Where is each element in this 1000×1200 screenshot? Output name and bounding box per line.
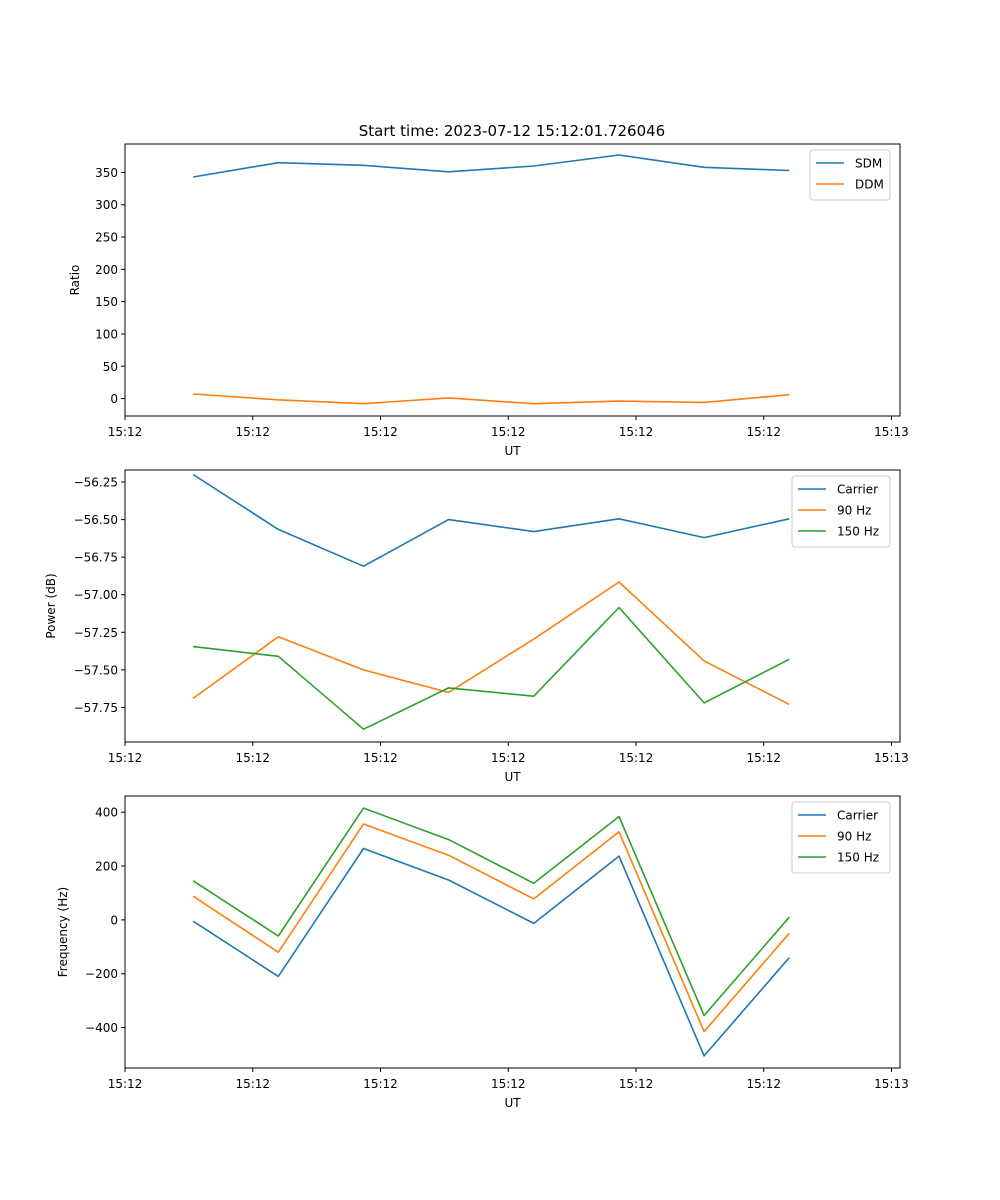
y-tick-label: −57.25 <box>74 626 118 640</box>
x-tick-label: 15:12 <box>746 751 781 765</box>
x-axis-label: UT <box>504 1096 521 1110</box>
x-tick-label: 15:12 <box>619 751 654 765</box>
y-tick-label: −57.75 <box>74 701 118 715</box>
legend-label: 90 Hz <box>837 504 871 518</box>
y-tick-label: −56.50 <box>74 513 118 527</box>
series-line-carrier <box>192 847 790 1057</box>
series-line-90-hz <box>192 823 790 1033</box>
x-tick-label: 15:12 <box>108 425 143 439</box>
series-line-ddm <box>193 393 790 405</box>
legend: SDM DDM <box>809 149 891 201</box>
y-tick-label: 200 <box>95 263 118 277</box>
y-tick-label: 300 <box>95 198 118 212</box>
y-tick-label: 350 <box>95 166 118 180</box>
plot-frame <box>124 795 901 1069</box>
x-tick-label: 15:12 <box>235 751 270 765</box>
y-tick-label: −56.75 <box>74 551 118 565</box>
y-tick-label: 200 <box>95 860 118 874</box>
legend-box <box>791 475 891 548</box>
y-tick-label: 100 <box>95 327 118 341</box>
x-tick-label: 15:13 <box>874 751 909 765</box>
x-tick-label: 15:12 <box>491 751 526 765</box>
figure-title: Start time: 2023-07-12 15:12:01.726046 <box>359 122 665 140</box>
legend-label: SDM <box>855 157 882 171</box>
x-tick-label: 15:12 <box>491 425 526 439</box>
x-tick-label: 15:12 <box>491 1077 526 1091</box>
legend-box <box>791 801 891 874</box>
y-axis-label: Frequency (Hz) <box>56 887 70 978</box>
plot-frame <box>124 143 901 417</box>
legend: Carrier 90 Hz 150 Hz <box>791 475 891 548</box>
series-line-carrier <box>192 473 790 568</box>
y-tick-label: 0 <box>110 913 118 927</box>
y-axis-label: Power (dB) <box>44 573 58 638</box>
legend-label: DDM <box>855 178 884 192</box>
x-tick-label: 15:12 <box>746 1077 781 1091</box>
chart-panel-3: −400 −200 0 200 400 15:12 15:12 15:12 15:12 15:12… <box>56 795 909 1110</box>
legend-label: 150 Hz <box>837 525 879 539</box>
x-tick-label: 15:12 <box>619 425 654 439</box>
x-tick-label: 15:12 <box>235 1077 270 1091</box>
x-tick-label: 15:12 <box>363 1077 398 1091</box>
y-tick-label: −57.00 <box>74 588 118 602</box>
chart-panel-2: −57.75 −57.50 −57.25 −57.00 −56.75 −56.50 −56.… <box>44 469 909 784</box>
legend-label: 90 Hz <box>837 830 871 844</box>
x-tick-label: 15:12 <box>363 751 398 765</box>
y-tick-label: 400 <box>95 806 118 820</box>
x-tick-label: 15:12 <box>108 751 143 765</box>
chart-panel-1: 0 50 100 150 200 250 300 350 15:12 15:12 15:12 15:1… <box>68 143 909 458</box>
series-line-90-hz <box>192 581 790 706</box>
x-tick-label: 15:13 <box>874 425 909 439</box>
series-line-150-hz <box>193 606 790 731</box>
legend-label: Carrier <box>837 483 878 497</box>
y-tick-label: −56.25 <box>74 476 118 490</box>
charts-container: 0 50 100 150 200 250 300 350 15:12 15:12 15:12 15:1… <box>44 143 909 1110</box>
y-tick-label: 0 <box>110 392 118 406</box>
x-tick-label: 15:12 <box>235 425 270 439</box>
plot-frame <box>124 469 901 743</box>
legend-label: 150 Hz <box>837 851 879 865</box>
y-tick-label: 250 <box>95 231 118 245</box>
series-line-150-hz <box>192 807 790 1017</box>
y-tick-label: −200 <box>85 967 118 981</box>
x-tick-label: 15:13 <box>874 1077 909 1091</box>
x-tick-label: 15:12 <box>619 1077 654 1091</box>
x-tick-label: 15:12 <box>363 425 398 439</box>
y-tick-label: 150 <box>95 295 118 309</box>
y-tick-label: −57.50 <box>74 663 118 677</box>
legend-label: Carrier <box>837 809 878 823</box>
x-axis-label: UT <box>504 444 521 458</box>
y-tick-label: 50 <box>103 360 118 374</box>
y-tick-label: −400 <box>85 1021 118 1035</box>
x-tick-label: 15:12 <box>108 1077 143 1091</box>
legend: Carrier 90 Hz 150 Hz <box>791 801 891 874</box>
x-axis-label: UT <box>504 770 521 784</box>
y-axis-label: Ratio <box>68 265 82 296</box>
series-line-sdm <box>192 154 790 178</box>
x-tick-label: 15:12 <box>746 425 781 439</box>
